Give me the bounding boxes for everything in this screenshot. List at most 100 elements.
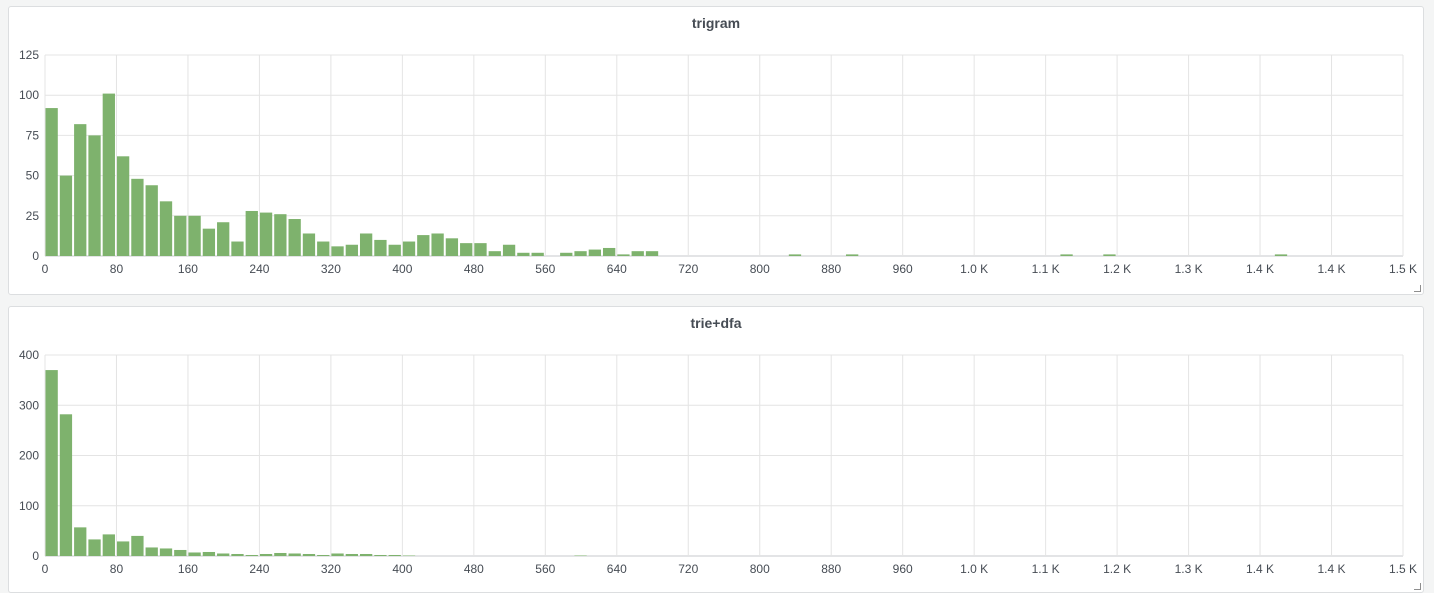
histogram-bar[interactable] <box>116 541 130 556</box>
histogram-bar[interactable] <box>131 178 144 256</box>
histogram-bar[interactable] <box>231 553 244 556</box>
panel-title[interactable]: trie+dfa <box>690 315 742 331</box>
resize-handle-icon[interactable] <box>1414 285 1421 292</box>
histogram-bar[interactable] <box>188 552 201 556</box>
x-tick-label: 160 <box>178 262 198 276</box>
histogram-bar[interactable] <box>74 527 87 556</box>
x-tick-label: 80 <box>110 262 124 276</box>
histogram-bar[interactable] <box>102 93 115 256</box>
histogram-bar[interactable] <box>188 215 201 256</box>
histogram-bar[interactable] <box>74 124 87 256</box>
histogram-bar[interactable] <box>217 222 230 256</box>
x-tick-label: 400 <box>392 262 412 276</box>
histogram-bar[interactable] <box>517 252 530 256</box>
x-tick-label: 1.4 K <box>1246 562 1274 576</box>
x-tick-label: 1.2 K <box>1103 262 1131 276</box>
histogram-bar[interactable] <box>59 414 73 556</box>
histogram-bar[interactable] <box>145 547 158 556</box>
histogram-bar[interactable] <box>388 244 401 256</box>
x-tick-label: 1.5 K <box>1389 262 1417 276</box>
y-tick-label: 75 <box>26 128 40 142</box>
histogram-bar[interactable] <box>245 210 258 256</box>
histogram-bar[interactable] <box>331 553 344 556</box>
resize-handle-icon[interactable] <box>1414 583 1421 590</box>
histogram-bar[interactable] <box>217 553 230 556</box>
histogram-bar[interactable] <box>302 553 316 556</box>
x-tick-label: 1.1 K <box>1032 562 1060 576</box>
histogram-bar[interactable] <box>788 254 802 256</box>
histogram-bar[interactable] <box>174 549 187 556</box>
histogram-bar[interactable] <box>317 554 330 556</box>
histogram-bar[interactable] <box>1274 254 1288 256</box>
panel-trie-dfa: trie+dfa 0 100 200 300 400 0 80 160 240 320 400 480… <box>8 306 1424 593</box>
histogram-bar[interactable] <box>345 553 358 556</box>
histogram-bar[interactable] <box>102 534 115 556</box>
histogram-bar[interactable] <box>145 185 158 256</box>
histogram-bar[interactable] <box>402 555 416 556</box>
y-tick-label: 50 <box>26 169 40 183</box>
y-tick-label: 400 <box>19 348 39 362</box>
histogram-bar[interactable] <box>460 243 473 256</box>
histogram-bar[interactable] <box>417 235 430 256</box>
panel-trigram: trigram 0 25 50 75 100 125 0 80 160 240 320 400 480 5… <box>8 6 1424 295</box>
histogram-bar[interactable] <box>302 233 316 256</box>
histogram-bar[interactable] <box>159 548 173 556</box>
histogram-bar[interactable] <box>259 212 273 256</box>
x-tick-label: 320 <box>321 562 341 576</box>
histogram-bar[interactable] <box>474 243 487 256</box>
histogram-bar[interactable] <box>45 108 58 257</box>
histogram-bar[interactable] <box>174 215 187 256</box>
histogram-bar[interactable] <box>846 254 859 256</box>
histogram-bar[interactable] <box>288 553 301 556</box>
histogram-bar[interactable] <box>288 219 301 256</box>
histogram-bar[interactable] <box>359 233 373 256</box>
x-tick-label: 880 <box>821 262 841 276</box>
histogram-bar[interactable] <box>131 535 144 556</box>
histogram-bar[interactable] <box>88 539 101 556</box>
histogram-bar[interactable] <box>245 554 258 556</box>
histogram-bar[interactable] <box>1060 254 1073 256</box>
histogram-bar[interactable] <box>88 135 101 256</box>
histogram-bar[interactable] <box>274 214 287 256</box>
histogram-bar[interactable] <box>617 254 630 256</box>
histogram-bar[interactable] <box>388 554 401 556</box>
histogram-bar[interactable] <box>374 554 387 556</box>
histogram-bar[interactable] <box>502 244 516 256</box>
histogram-bar[interactable] <box>359 553 373 556</box>
x-tick-label: 1.4 K <box>1318 562 1346 576</box>
histogram-bar[interactable] <box>445 238 459 256</box>
histogram-bar[interactable] <box>202 551 216 556</box>
histogram-bar[interactable] <box>645 251 659 256</box>
histogram-bar[interactable] <box>531 252 544 256</box>
histogram-bar[interactable] <box>202 228 216 256</box>
x-tick-label: 320 <box>321 262 341 276</box>
histogram-bar[interactable] <box>602 247 616 256</box>
histogram-bar[interactable] <box>116 156 130 256</box>
histogram-bar[interactable] <box>574 555 587 556</box>
histogram-bar[interactable] <box>231 241 244 256</box>
histogram-bar[interactable] <box>402 241 416 256</box>
histogram-bar[interactable] <box>259 553 273 556</box>
histogram-bar[interactable] <box>1103 254 1116 256</box>
histogram-bar[interactable] <box>345 244 358 256</box>
histogram-bar[interactable] <box>159 201 173 256</box>
histogram-bar[interactable] <box>588 249 601 256</box>
histogram-bar[interactable] <box>488 251 501 256</box>
histogram-bar[interactable] <box>631 251 644 256</box>
histogram-bar[interactable] <box>45 370 58 556</box>
x-tick-label: 1.4 K <box>1318 262 1346 276</box>
x-tick-label: 240 <box>249 262 269 276</box>
histogram-bar[interactable] <box>59 175 73 256</box>
histogram-bar[interactable] <box>560 252 573 256</box>
x-tick-label: 1.2 K <box>1103 562 1131 576</box>
x-tick-label: 80 <box>110 562 124 576</box>
histogram-bar[interactable] <box>274 552 287 556</box>
x-tick-label: 800 <box>750 562 770 576</box>
histogram-bar[interactable] <box>331 246 344 256</box>
histogram-bar[interactable] <box>317 241 330 256</box>
histogram-bar[interactable] <box>431 233 444 256</box>
histogram-bar[interactable] <box>374 239 387 256</box>
panel-title[interactable]: trigram <box>691 15 741 31</box>
histogram-bar[interactable] <box>574 251 587 256</box>
x-tick-label: 800 <box>750 262 770 276</box>
